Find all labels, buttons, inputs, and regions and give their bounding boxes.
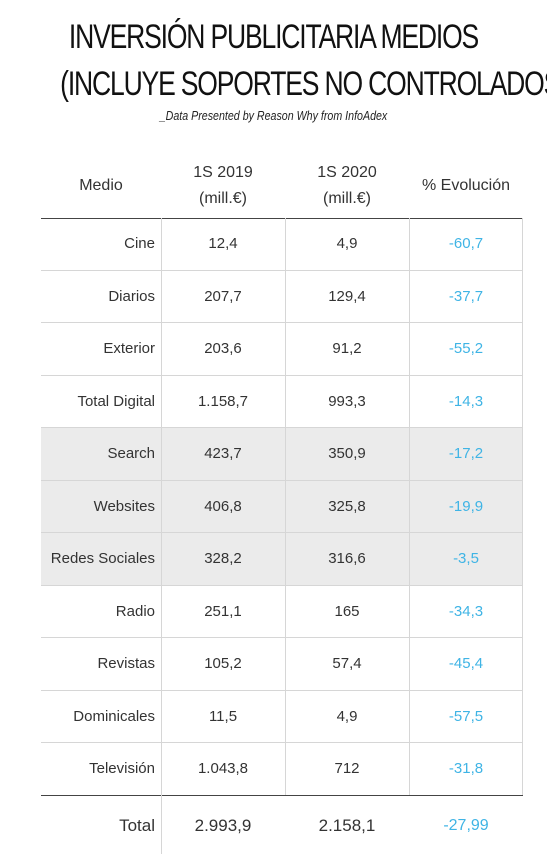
column-divider — [409, 218, 410, 795]
cell-2020: 165 — [334, 602, 360, 620]
cell-evolucion: -14,3 — [448, 392, 484, 410]
cell-evolucion: -3,5 — [453, 550, 479, 567]
cell-2020: 712 — [334, 760, 360, 777]
cell-evolucion: -57,5 — [448, 707, 484, 725]
cell-2020: 57,4 — [332, 655, 362, 672]
cell-2020: 350,9 — [328, 445, 366, 462]
table-row: Exterior 203,6 91,2 -55,2 — [41, 323, 523, 376]
column-divider — [522, 218, 523, 795]
header-2019: 1S 2019 (mill.€) — [161, 150, 285, 218]
total-evolucion: -27,99 — [443, 817, 489, 834]
column-divider — [161, 218, 162, 854]
cell-2019: 423,7 — [204, 445, 242, 462]
header-evolucion: % Evolución — [421, 177, 511, 194]
cell-2019: 203,6 — [204, 340, 242, 357]
cell-evolucion: -31,8 — [448, 760, 484, 777]
cell-medio: Websites — [93, 497, 155, 515]
page-title-line-1: INVERSIÓN PUBLICITARIA MEDIOS — [68, 18, 479, 56]
cell-2020: 993,3 — [328, 392, 366, 410]
cell-evolucion: -37,7 — [448, 287, 484, 305]
total-2019: 2.993,9 — [194, 816, 252, 835]
cell-medio: Revistas — [97, 655, 155, 672]
header-2020-period: 1S 2020 — [317, 164, 377, 181]
table-row: Diarios 207,7 129,4 -37,7 — [41, 271, 523, 323]
cell-medio: Radio — [115, 602, 155, 620]
table-row: Total Digital 1.158,7 993,3 -14,3 — [41, 376, 523, 428]
cell-medio: Total Digital — [77, 392, 155, 410]
cell-medio: Redes Sociales — [50, 550, 155, 567]
cell-medio: Exterior — [103, 340, 155, 357]
page-title-line-2: (INCLUYE SOPORTES NO CONTROLADOS) — [60, 65, 547, 103]
cell-2019: 11,5 — [208, 707, 238, 725]
cell-medio: Televisión — [89, 760, 155, 777]
header-2020-unit: (mill.€) — [323, 190, 371, 207]
cell-evolucion: -55,2 — [448, 340, 484, 357]
header-2019-period: 1S 2019 — [193, 164, 253, 181]
cell-2020: 4,9 — [336, 707, 358, 725]
total-2020: 2.158,1 — [318, 816, 376, 835]
cell-2020: 316,6 — [328, 550, 366, 567]
cell-medio: Dominicales — [73, 707, 155, 725]
cell-evolucion: -34,3 — [448, 602, 484, 620]
table-row: Redes Sociales 328,2 316,6 -3,5 — [41, 533, 523, 586]
header-medio: Medio — [79, 177, 123, 194]
table-row: Websites 406,8 325,8 -19,9 — [41, 480, 523, 533]
cell-2019: 251,1 — [204, 602, 242, 620]
cell-medio: Search — [107, 445, 155, 462]
table-row: Radio 251,1 165 -34,3 — [41, 586, 523, 638]
cell-medio: Diarios — [108, 287, 155, 305]
cell-2019: 1.043,8 — [197, 760, 249, 777]
header-2020: 1S 2020 (mill.€) — [285, 150, 409, 218]
column-divider — [285, 218, 286, 795]
total-row: Total 2.993,9 2.158,1 -27,99 — [41, 798, 523, 854]
cell-2019: 1.158,7 — [197, 392, 249, 410]
table-row: Dominicales 11,5 4,9 -57,5 — [41, 691, 523, 743]
page-subtitle: _Data Presented by Reason Why from InfoA… — [159, 108, 388, 123]
header-rule — [41, 218, 523, 219]
total-label: Total — [119, 816, 155, 835]
cell-2019: 328,2 — [204, 550, 242, 567]
table-row: Televisión 1.043,8 712 -31,8 — [41, 743, 523, 796]
table-row: Cine 12,4 4,9 -60,7 — [41, 218, 523, 271]
investment-table: Medio 1S 2019 (mill.€) 1S 2020 (mill.€) … — [41, 150, 523, 854]
header-2019-unit: (mill.€) — [199, 190, 247, 207]
cell-evolucion: -45,4 — [448, 655, 484, 672]
cell-2020: 91,2 — [332, 340, 362, 357]
cell-evolucion: -60,7 — [448, 235, 484, 252]
cell-2019: 105,2 — [204, 655, 242, 672]
cell-2020: 325,8 — [328, 497, 366, 515]
cell-2019: 12,4 — [208, 235, 238, 252]
table-row: Revistas 105,2 57,4 -45,4 — [41, 638, 523, 691]
cell-evolucion: -19,9 — [448, 497, 484, 515]
cell-2020: 4,9 — [336, 235, 358, 252]
cell-2019: 406,8 — [204, 497, 242, 515]
cell-medio: Cine — [124, 235, 155, 252]
total-rule — [41, 795, 523, 796]
table-row: Search 423,7 350,9 -17,2 — [41, 428, 523, 481]
cell-2020: 129,4 — [328, 287, 366, 305]
cell-evolucion: -17,2 — [448, 445, 484, 462]
cell-2019: 207,7 — [204, 287, 242, 305]
